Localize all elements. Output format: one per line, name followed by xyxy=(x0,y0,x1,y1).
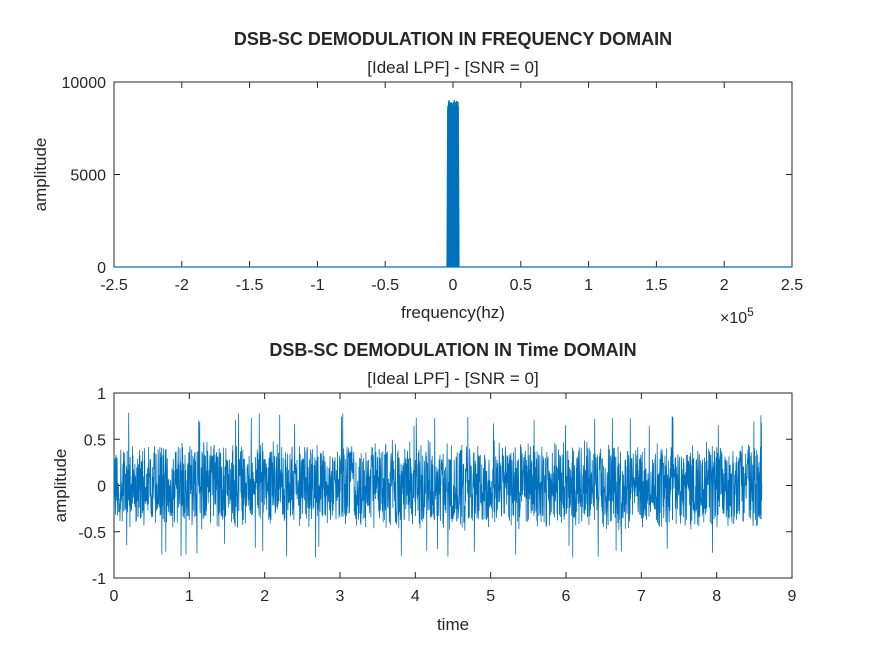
freq-x-tick-label: 0 xyxy=(449,277,458,294)
freq-x-tick-label: -1.5 xyxy=(236,277,264,294)
time-title: DSB-SC DEMODULATION IN Time DOMAIN xyxy=(269,340,636,360)
freq-x-tick-label: 1 xyxy=(584,277,593,294)
freq-x-exponent-base: ×10 xyxy=(720,310,747,327)
freq-x-tick-label: 1.5 xyxy=(645,277,667,294)
time-y-tick-label: -0.5 xyxy=(78,525,106,542)
freq-x-exponent-power: 5 xyxy=(747,305,754,319)
time-y-label: amplitude xyxy=(51,449,70,523)
time-x-ticks: 0 1 2 3 4 5 6 7 8 9 xyxy=(110,393,797,605)
time-x-tick-label: 2 xyxy=(260,588,269,605)
freq-subplot: DSB-SC DEMODULATION IN FREQUENCY DOMAIN … xyxy=(31,29,803,327)
freq-x-tick-label: 2.5 xyxy=(781,277,803,294)
time-x-tick-label: 0 xyxy=(110,588,119,605)
freq-subtitle: [Ideal LPF] - [SNR = 0] xyxy=(367,58,539,77)
time-y-tick-label: 0 xyxy=(97,479,106,496)
time-x-tick-label: 7 xyxy=(637,588,646,605)
freq-series-line xyxy=(114,100,792,268)
freq-x-exponent: ×105 xyxy=(720,305,754,327)
time-y-ticks: -1 -0.5 0 0.5 1 xyxy=(78,386,792,588)
time-y-tick-label: 0.5 xyxy=(84,432,106,449)
freq-x-tick-label: 2 xyxy=(720,277,729,294)
time-subtitle: [Ideal LPF] - [SNR = 0] xyxy=(367,369,539,388)
time-x-tick-label: 5 xyxy=(486,588,495,605)
time-subplot: DSB-SC DEMODULATION IN Time DOMAIN [Idea… xyxy=(51,340,797,634)
freq-x-tick-label: -0.5 xyxy=(371,277,399,294)
time-x-tick-label: 9 xyxy=(788,588,797,605)
freq-x-label: frequency(hz) xyxy=(401,303,505,322)
time-x-tick-label: 6 xyxy=(562,588,571,605)
freq-y-label: amplitude xyxy=(31,138,50,212)
freq-x-ticks: -2.5 -2 -1.5 -1 -0.5 0 0.5 1 1.5 2 2.5 xyxy=(100,82,803,294)
freq-x-tick-label: 0.5 xyxy=(510,277,532,294)
freq-y-ticks: 0 5000 10000 xyxy=(62,75,792,277)
time-x-tick-label: 4 xyxy=(411,588,420,605)
time-y-tick-label: 1 xyxy=(97,386,106,403)
freq-y-tick-label: 10000 xyxy=(62,75,107,92)
time-x-tick-label: 8 xyxy=(712,588,721,605)
freq-spectrum-peak xyxy=(446,100,460,267)
time-y-tick-label: -1 xyxy=(92,571,106,588)
time-signal xyxy=(113,412,763,558)
freq-x-tick-label: -2.5 xyxy=(100,277,128,294)
time-x-label: time xyxy=(437,615,469,634)
time-x-tick-label: 1 xyxy=(185,588,194,605)
freq-x-tick-label: -2 xyxy=(175,277,189,294)
freq-x-tick-label: -1 xyxy=(310,277,324,294)
time-x-tick-label: 3 xyxy=(336,588,345,605)
freq-title: DSB-SC DEMODULATION IN FREQUENCY DOMAIN xyxy=(234,29,672,49)
time-series-line xyxy=(113,412,763,558)
freq-y-tick-label: 0 xyxy=(97,260,106,277)
freq-y-tick-label: 5000 xyxy=(70,168,106,185)
